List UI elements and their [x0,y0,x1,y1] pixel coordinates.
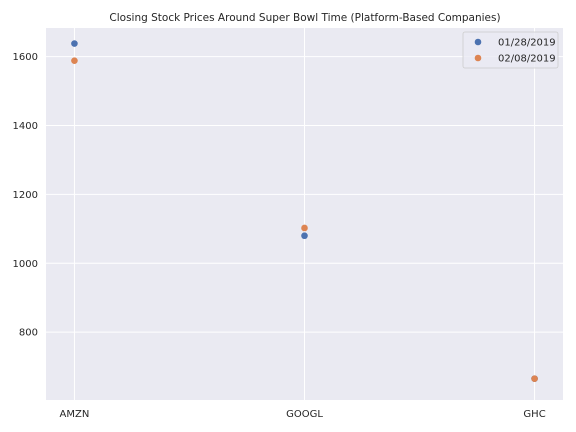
data-point [301,232,308,240]
legend-label: 01/28/2019 [498,38,556,49]
y-tick-label: 1400 [13,121,38,132]
data-point [301,224,308,232]
y-tick-label: 800 [19,328,38,339]
x-tick-label: GHC [523,409,545,420]
y-tick-label: 1000 [13,259,38,270]
x-tick-labels: AMZN GOOGL GHC [60,409,546,420]
data-point [71,40,78,47]
legend-box [462,31,559,69]
chart-title: Closing Stock Prices Around Super Bowl T… [109,12,500,24]
y-tick-label: 1200 [13,190,38,201]
y-tick-label: 1600 [13,52,38,63]
x-tick-label: AMZN [60,409,90,420]
legend-marker [474,54,482,62]
legend: 01/28/2019 02/08/2019 [462,31,559,69]
y-tick-labels: 800 1000 1200 1400 1600 [13,52,38,339]
legend-marker [474,38,482,46]
data-point [531,375,538,383]
data-points [71,40,538,383]
legend-label: 02/08/2019 [498,54,556,65]
data-point [71,57,78,64]
gridlines [46,28,563,400]
x-tick-label: GOOGL [286,409,323,420]
